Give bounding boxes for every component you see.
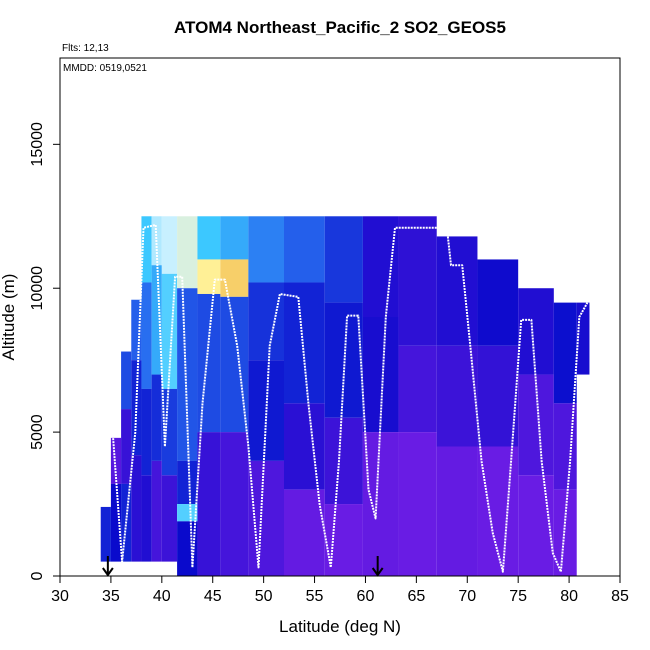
- x-axis: 30 35 40 45 50 55 60 65 70 75 80 85: [51, 575, 629, 605]
- curtain-cell: [518, 374, 554, 476]
- curtain-cell: [553, 403, 577, 490]
- curtain-cell: [141, 475, 152, 562]
- curtain-cell: [177, 216, 198, 289]
- curtain-cell: [131, 455, 142, 562]
- curtain-cell: [141, 216, 152, 283]
- curtain-cell: [141, 388, 152, 476]
- curtain-cell: [131, 299, 142, 361]
- x-tick-label: 75: [509, 588, 527, 605]
- curtain-cell: [177, 288, 198, 461]
- x-tick-label: 70: [458, 588, 476, 605]
- y-axis-label: Altitude (m): [0, 274, 18, 361]
- curtain-heatmap: [100, 216, 590, 576]
- curtain-cell: [436, 446, 478, 576]
- curtain-cell: [362, 216, 399, 317]
- curtain-cell: [151, 460, 162, 562]
- curtain-cell: [100, 506, 111, 562]
- curtain-cell: [284, 489, 325, 576]
- chart-title: ATOM4 Northeast_Pacific_2 SO2_GEOS5: [174, 18, 506, 37]
- curtain-cell: [324, 216, 363, 303]
- x-tick-label: 50: [255, 588, 273, 605]
- curtain-cell: [121, 409, 132, 484]
- curtain-cell: [398, 345, 437, 433]
- curtain-cell: [324, 504, 363, 576]
- curtain-cell: [436, 345, 478, 447]
- curtain-cell: [284, 403, 325, 490]
- plot-area: MMDD: 0519,0521: [59, 57, 621, 577]
- curtain-cell: [553, 489, 577, 576]
- curtain-cell: [248, 216, 284, 283]
- dates-note: MMDD: 0519,0521: [63, 63, 147, 74]
- y-tick-label: 5000: [29, 414, 46, 450]
- curtain-cell: [121, 351, 132, 410]
- curtain-cell: [220, 259, 249, 297]
- x-axis-label: Latitude (deg N): [279, 617, 401, 636]
- x-tick-label: 85: [611, 588, 629, 605]
- y-tick-label: 15000: [29, 122, 46, 167]
- x-tick-label: 60: [357, 588, 375, 605]
- flight-track: [107, 223, 589, 573]
- curtain-cell: [518, 288, 554, 375]
- curtain-cell: [197, 259, 221, 294]
- curtain-cell: [177, 504, 198, 522]
- curtain-cell: [248, 282, 284, 361]
- y-tick-label: 10000: [29, 266, 46, 311]
- curtain-cell: [220, 216, 249, 260]
- x-tick-label: 30: [51, 588, 69, 605]
- curtain-cell: [151, 374, 162, 461]
- curtain-cell: [161, 273, 178, 389]
- curtain-cell: [110, 437, 122, 484]
- curtain-cell: [477, 446, 519, 576]
- curtain-cell: [324, 417, 363, 505]
- curtain-cell: [284, 216, 325, 283]
- curtain-cell: [248, 460, 284, 576]
- x-tick-label: 45: [204, 588, 222, 605]
- curtain-cell: [151, 265, 162, 375]
- curtain-cell: [161, 388, 178, 476]
- curtain-cell: [477, 259, 519, 346]
- x-tick-label: 35: [102, 588, 120, 605]
- curtain-cell: [436, 236, 478, 346]
- curtain-cell: [197, 216, 221, 260]
- curtain-cell: [141, 282, 152, 389]
- arrow-marker-head: [371, 567, 384, 577]
- curtain-cell: [177, 460, 198, 505]
- curtain-cell: [576, 302, 590, 375]
- flight-track-line: [107, 223, 589, 573]
- curtain-cell: [161, 475, 178, 562]
- curtain-cell: [398, 216, 437, 346]
- curtain-cell: [161, 216, 178, 274]
- curtain-cell: [197, 293, 221, 433]
- curtain-cell: [553, 302, 577, 404]
- curtain-cell: [362, 432, 399, 576]
- curtain-cell: [518, 475, 554, 576]
- curtain-cell: [362, 317, 399, 433]
- curtain-cell: [398, 432, 437, 576]
- y-tick-label: 0: [29, 571, 46, 580]
- curtain-cell: [284, 282, 325, 404]
- curtain-cell: [110, 483, 122, 562]
- arrow-marker-head: [102, 567, 114, 577]
- x-tick-label: 40: [153, 588, 171, 605]
- curtain-cell: [220, 432, 249, 576]
- arrow-markers: [102, 556, 384, 577]
- curtain-cell: [131, 360, 142, 456]
- y-axis: 0 5000 10000 15000: [29, 122, 61, 580]
- x-tick-label: 80: [560, 588, 578, 605]
- x-tick-label: 55: [306, 588, 324, 605]
- curtain-cell: [197, 432, 221, 576]
- curtain-cell: [477, 345, 519, 447]
- flights-note: Flts: 12,13: [62, 43, 109, 54]
- x-tick-label: 65: [407, 588, 425, 605]
